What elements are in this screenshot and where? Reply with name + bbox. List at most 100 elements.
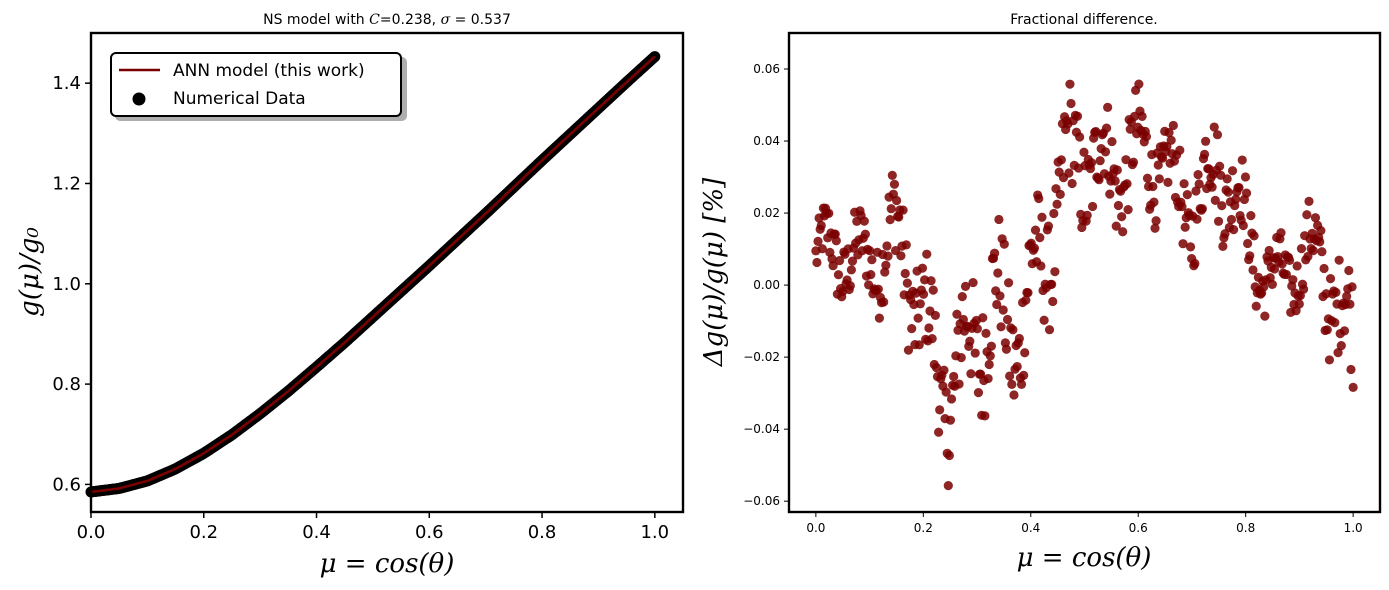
fractional-difference-point <box>1192 214 1202 224</box>
fractional-difference-point <box>931 363 942 373</box>
fractional-difference-point <box>922 249 932 259</box>
fractional-difference-point <box>1082 210 1092 220</box>
right-panel: Fractional difference. 0.0 0.2 0.4 0.6 0.8 1.… <box>699 12 1382 573</box>
fractional-difference-point <box>995 291 1005 301</box>
fractional-difference-point <box>1016 379 1027 389</box>
fractional-difference-point <box>1168 120 1178 131</box>
fractional-difference-point <box>1148 181 1158 192</box>
fractional-difference-point <box>1035 233 1045 243</box>
fractional-difference-point <box>1066 98 1076 109</box>
fractional-difference-point <box>1231 194 1241 204</box>
legend-label-ann: ANN model (this work) <box>173 61 365 81</box>
fractional-difference-point <box>1044 325 1055 335</box>
fractional-difference-point <box>1248 265 1258 275</box>
fractional-difference-point <box>1049 208 1059 219</box>
right-x-tick-label: 0.6 <box>1129 521 1148 535</box>
fractional-difference-point <box>1012 361 1022 372</box>
fractional-difference-point <box>892 195 902 206</box>
fractional-difference-point <box>952 309 962 319</box>
fractional-difference-point <box>907 324 917 334</box>
fractional-difference-point <box>1075 132 1085 142</box>
fractional-difference-point <box>1047 279 1057 290</box>
fractional-difference-point <box>1331 287 1341 298</box>
right-chart-title: Fractional difference. <box>1010 12 1158 28</box>
fractional-difference-point <box>1217 201 1227 211</box>
fractional-difference-point <box>1234 182 1244 193</box>
fractional-difference-point <box>966 369 976 379</box>
right-x-axis-label: μ = cos(θ) <box>1017 543 1152 573</box>
fractional-difference-point <box>968 277 978 288</box>
fractional-difference-point <box>1128 157 1139 167</box>
fractional-difference-point <box>1163 177 1173 188</box>
fractional-difference-point <box>1296 244 1307 254</box>
fractional-difference-point <box>1237 155 1247 165</box>
fractional-difference-point <box>1281 269 1291 280</box>
legend-dot-swatch <box>132 92 146 106</box>
fractional-difference-point <box>1021 295 1031 305</box>
left-axes-frame <box>89 31 685 514</box>
fractional-difference-point <box>903 345 914 355</box>
fractional-difference-point <box>1292 261 1302 271</box>
fractional-difference-point <box>1212 130 1223 140</box>
fractional-difference-point <box>1101 123 1112 133</box>
right-x-tick-label: 0.0 <box>806 521 825 535</box>
fractional-difference-point <box>1339 326 1350 336</box>
fractional-difference-point <box>958 314 968 325</box>
left-x-ticks: 0.0 0.2 0.4 0.6 0.8 1.0 <box>77 512 669 543</box>
fractional-difference-point <box>944 450 954 461</box>
fractional-difference-point <box>894 212 904 222</box>
fractional-difference-point <box>1036 261 1046 271</box>
fractional-difference-point <box>972 324 982 334</box>
fractional-difference-point <box>901 240 911 250</box>
fractional-difference-point <box>1251 301 1261 311</box>
fractional-difference-point <box>1020 348 1030 358</box>
fractional-difference-point <box>1111 221 1121 231</box>
fractional-difference-point <box>1179 179 1189 189</box>
fractional-difference-point <box>1269 264 1280 274</box>
fractional-difference-point <box>935 405 945 415</box>
fractional-difference-point <box>949 371 959 382</box>
fractional-difference-point <box>883 251 893 261</box>
fractional-difference-point <box>1014 333 1024 344</box>
fractional-difference-point <box>816 220 826 231</box>
left-x-tick-label: 0.4 <box>302 522 331 543</box>
fractional-difference-point <box>1007 379 1017 389</box>
fractional-difference-point <box>1197 204 1207 214</box>
fractional-difference-point <box>1095 156 1105 166</box>
fractional-difference-point <box>1229 225 1239 235</box>
fractional-difference-point <box>943 481 953 491</box>
fractional-difference-point <box>1304 196 1314 206</box>
right-axes-frame <box>787 31 1382 514</box>
fractional-difference-point <box>1182 190 1192 200</box>
fractional-difference-point <box>1122 179 1132 189</box>
right-plot-area <box>811 79 1358 491</box>
fractional-difference-point <box>986 341 996 351</box>
right-x-tick-label: 0.8 <box>1236 521 1255 535</box>
fractional-difference-point <box>1030 225 1041 235</box>
fractional-difference-point <box>993 268 1003 278</box>
fractional-difference-point <box>985 351 995 361</box>
right-y-ticks: −0.06 −0.04 −0.02 0.00 0.02 0.04 0.06 <box>743 62 789 508</box>
fractional-difference-point <box>1164 127 1174 138</box>
right-y-tick-label: 0.04 <box>753 134 780 148</box>
fractional-difference-point <box>886 204 896 214</box>
fractional-difference-point <box>1276 228 1286 238</box>
fractional-difference-point <box>1344 265 1354 276</box>
fractional-difference-point <box>1175 145 1185 155</box>
fractional-difference-point <box>881 260 891 270</box>
fractional-difference-point <box>1199 149 1210 160</box>
fractional-difference-point <box>957 292 967 302</box>
fractional-difference-point <box>1177 201 1187 212</box>
fractional-difference-point <box>1072 111 1083 121</box>
fractional-difference-point <box>1086 158 1097 168</box>
fractional-difference-point <box>1201 136 1211 146</box>
right-y-tick-label: −0.02 <box>743 350 780 364</box>
fractional-difference-point <box>980 411 990 421</box>
fractional-difference-point <box>1121 155 1131 165</box>
fractional-difference-point <box>1001 344 1012 354</box>
fractional-difference-point <box>1345 299 1355 309</box>
left-y-tick-label: 1.0 <box>52 274 81 295</box>
fractional-difference-point <box>1137 111 1147 121</box>
fractional-difference-point <box>1113 200 1124 211</box>
fractional-difference-point <box>954 379 964 389</box>
